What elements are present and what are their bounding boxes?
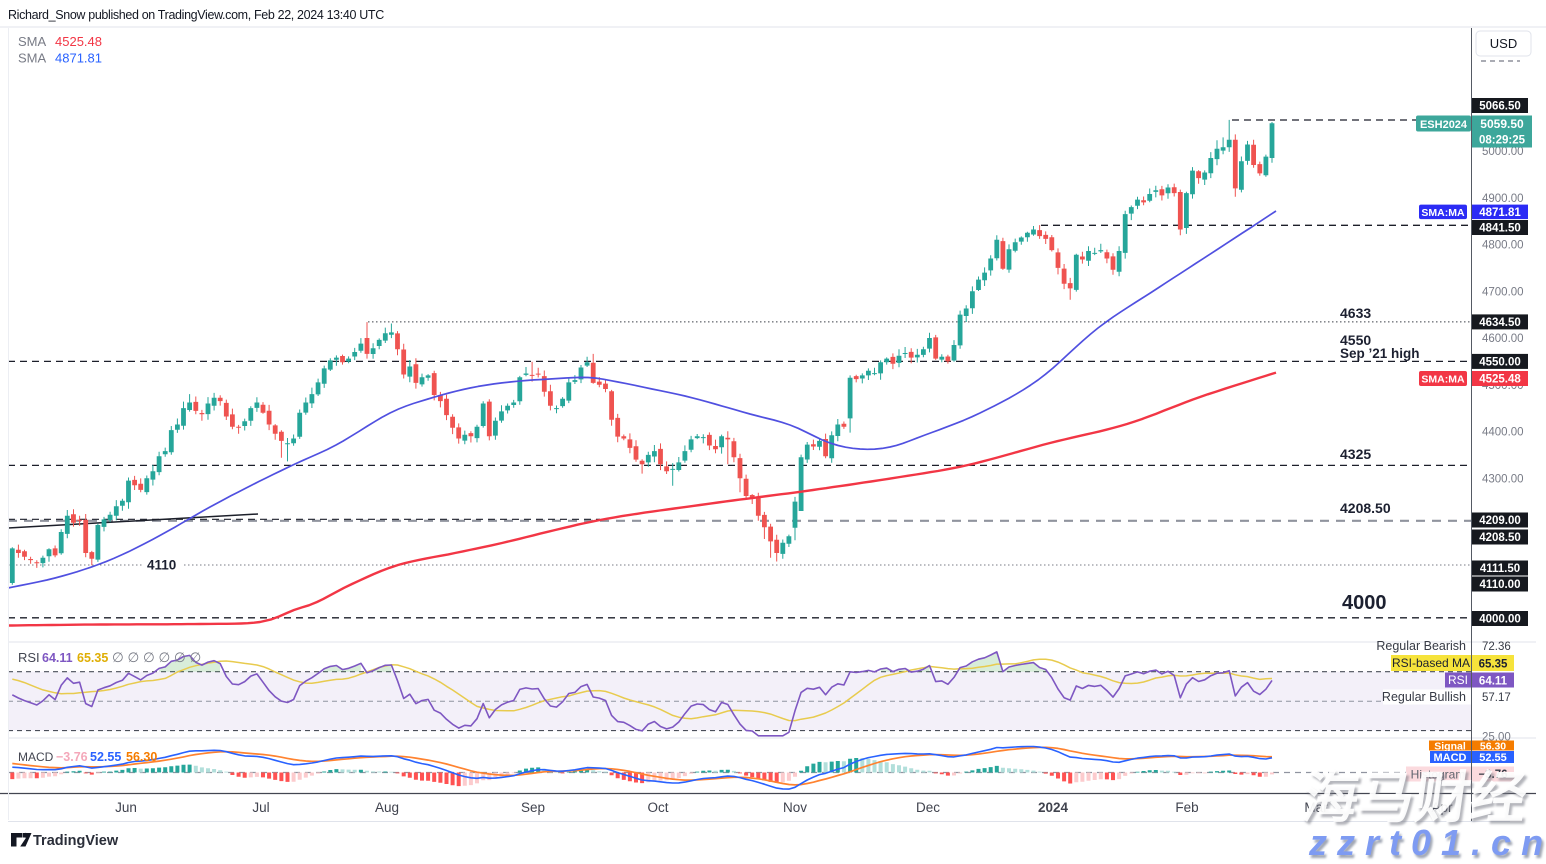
svg-text:Regular Bullish: Regular Bullish xyxy=(1382,690,1466,704)
svg-text:4000: 4000 xyxy=(1342,592,1387,614)
svg-text:4900.00: 4900.00 xyxy=(1482,193,1524,205)
svg-text:Oct: Oct xyxy=(647,800,668,815)
svg-text:4300.00: 4300.00 xyxy=(1482,473,1524,485)
svg-text:Richard_Snow published on Trad: Richard_Snow published on TradingView.co… xyxy=(8,8,384,22)
svg-text:RSI-based MA: RSI-based MA xyxy=(1392,656,1470,670)
svg-text:4634.50: 4634.50 xyxy=(1479,317,1521,329)
svg-text:4550.00: 4550.00 xyxy=(1479,356,1521,368)
svg-text:4000.00: 4000.00 xyxy=(1479,614,1521,626)
svg-text:USD: USD xyxy=(1490,36,1517,51)
svg-text:Mar: Mar xyxy=(1304,800,1328,815)
svg-text:Sep ’21 high: Sep ’21 high xyxy=(1340,346,1420,361)
svg-text:2024: 2024 xyxy=(1038,800,1069,815)
svg-text:5066.50: 5066.50 xyxy=(1479,101,1521,113)
svg-text:Jul: Jul xyxy=(252,800,269,815)
svg-text:64.11: 64.11 xyxy=(1479,676,1508,688)
svg-text:64.11: 64.11 xyxy=(42,651,73,665)
svg-text:4633: 4633 xyxy=(1340,305,1371,321)
svg-text:4700.00: 4700.00 xyxy=(1482,286,1524,298)
svg-text:TradingView: TradingView xyxy=(33,833,119,849)
svg-text:SMA: SMA xyxy=(18,34,47,49)
svg-text:72.36: 72.36 xyxy=(1482,641,1511,653)
svg-text:SMA:MA: SMA:MA xyxy=(1421,374,1465,386)
svg-text:65.35: 65.35 xyxy=(1479,659,1508,671)
svg-text:−3.76: −3.76 xyxy=(1478,769,1507,781)
svg-text:56.30: 56.30 xyxy=(1480,740,1506,752)
svg-text:4871.81: 4871.81 xyxy=(55,51,102,66)
svg-text:4841.50: 4841.50 xyxy=(1479,223,1521,235)
svg-text:Aug: Aug xyxy=(375,800,399,815)
svg-text:4110.00: 4110.00 xyxy=(1480,579,1521,591)
svg-text:SMA: SMA xyxy=(18,51,47,66)
svg-text:65.35: 65.35 xyxy=(77,651,108,665)
svg-text:4525.48: 4525.48 xyxy=(55,34,102,49)
svg-text:4525.48: 4525.48 xyxy=(1479,374,1521,386)
svg-text:Nov: Nov xyxy=(783,800,807,815)
svg-text:4550: 4550 xyxy=(1340,332,1371,348)
svg-text:56.30: 56.30 xyxy=(126,750,157,764)
svg-text:4208.50: 4208.50 xyxy=(1479,532,1521,544)
svg-text:Histogram: Histogram xyxy=(1411,768,1466,782)
svg-text:4110: 4110 xyxy=(147,558,176,573)
svg-text:4800.00: 4800.00 xyxy=(1482,240,1524,252)
svg-text:5000.00: 5000.00 xyxy=(1482,146,1524,158)
svg-text:4111.50: 4111.50 xyxy=(1480,563,1520,575)
svg-text:Dec: Dec xyxy=(916,800,940,815)
svg-text:SMA:MA: SMA:MA xyxy=(1421,207,1465,219)
svg-text:Sep: Sep xyxy=(521,800,545,815)
svg-text:RSI: RSI xyxy=(1448,673,1468,687)
svg-text:−3.76: −3.76 xyxy=(56,750,88,764)
svg-text:Jun: Jun xyxy=(115,800,137,815)
svg-text:52.55: 52.55 xyxy=(1479,752,1507,764)
svg-text:RSI: RSI xyxy=(18,650,40,665)
svg-text:Regular Bearish: Regular Bearish xyxy=(1376,639,1466,653)
svg-text:ESH2024: ESH2024 xyxy=(1420,119,1468,131)
svg-text:4600.00: 4600.00 xyxy=(1482,333,1524,345)
svg-text:MACD: MACD xyxy=(1434,752,1467,764)
svg-text:∅∅∅∅∅∅: ∅ ∅ ∅ ∅ ∅ ∅ xyxy=(112,650,202,665)
svg-text:52.55: 52.55 xyxy=(90,750,121,764)
svg-text:4325: 4325 xyxy=(1340,446,1371,462)
svg-text:57.17: 57.17 xyxy=(1482,692,1511,704)
svg-text:4400.00: 4400.00 xyxy=(1482,427,1524,439)
svg-text:MACD: MACD xyxy=(18,750,54,764)
svg-text:Feb: Feb xyxy=(1175,800,1198,815)
svg-text:4208.50: 4208.50 xyxy=(1340,500,1391,516)
svg-text:Signal: Signal xyxy=(1434,740,1466,752)
svg-text:4209.00: 4209.00 xyxy=(1479,515,1521,527)
svg-text:4871.81: 4871.81 xyxy=(1479,207,1521,219)
svg-text:Apr: Apr xyxy=(1431,800,1453,815)
svg-text:08:29:25: 08:29:25 xyxy=(1479,135,1526,147)
svg-text:5059.50: 5059.50 xyxy=(1480,117,1524,131)
